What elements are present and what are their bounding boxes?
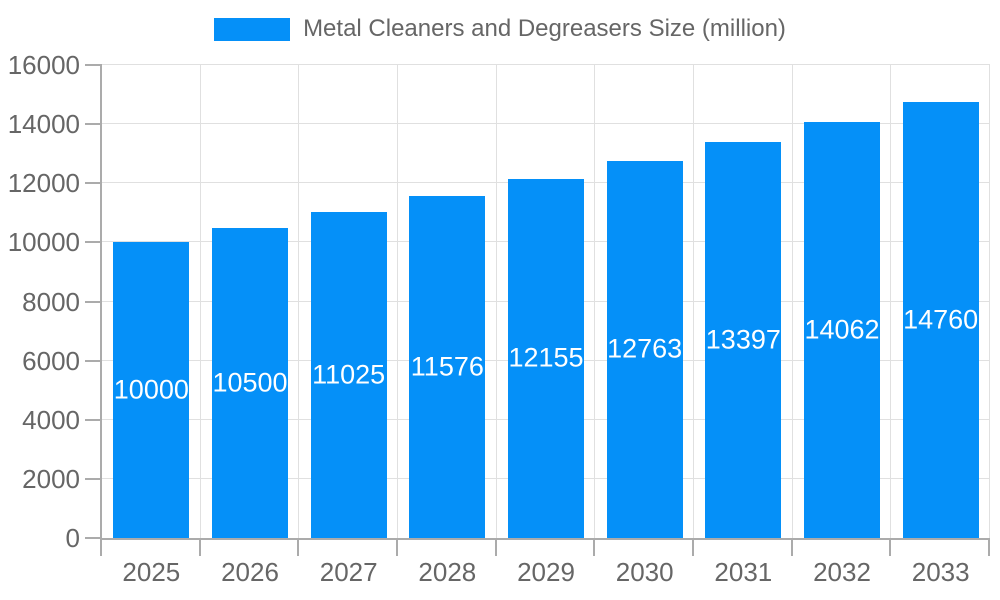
x-axis-tick bbox=[396, 540, 398, 556]
chart-legend[interactable]: Metal Cleaners and Degreasers Size (mill… bbox=[0, 15, 1000, 43]
x-gridline bbox=[298, 65, 300, 538]
y-axis-label: 12000 bbox=[7, 168, 80, 199]
x-axis-label: 2033 bbox=[911, 557, 970, 587]
bar-value-label: 11576 bbox=[410, 351, 484, 382]
bar-value-label: 14760 bbox=[903, 304, 979, 335]
x-gridline bbox=[397, 65, 398, 538]
y-axis-tick bbox=[85, 537, 102, 539]
bar-2032[interactable]: 14062 bbox=[804, 122, 880, 538]
legend-label: Metal Cleaners and Degreasers Size (mill… bbox=[303, 15, 786, 42]
y-axis-label: 6000 bbox=[22, 345, 80, 376]
x-axis-label: 2029 bbox=[517, 557, 575, 587]
x-axis-tick bbox=[593, 540, 596, 556]
x-axis-tick bbox=[100, 540, 102, 556]
bar-value-label: 10500 bbox=[212, 367, 288, 398]
bar-value-label: 14062 bbox=[804, 314, 880, 345]
bar-value-label: 11025 bbox=[312, 359, 386, 390]
x-axis-label: 2032 bbox=[813, 557, 871, 587]
y-axis-label: 14000 bbox=[7, 109, 80, 140]
legend-swatch-icon bbox=[214, 17, 291, 41]
y-gridline bbox=[102, 123, 990, 125]
y-axis-tick bbox=[85, 182, 102, 185]
x-gridline bbox=[495, 65, 497, 538]
y-axis-label: 0 bbox=[65, 523, 80, 553]
y-axis-label: 8000 bbox=[22, 286, 80, 317]
y-gridline bbox=[102, 64, 990, 65]
x-axis-tick bbox=[889, 540, 892, 556]
y-axis-label: 16000 bbox=[7, 50, 80, 80]
x-gridline bbox=[890, 65, 892, 538]
x-axis-label: 2026 bbox=[221, 557, 279, 587]
bar-2028[interactable]: 11576 bbox=[409, 195, 486, 538]
x-axis-tick bbox=[297, 540, 300, 556]
bar-2027[interactable]: 11025 bbox=[310, 212, 387, 538]
bar-2026[interactable]: 10500 bbox=[212, 227, 288, 538]
x-gridline bbox=[594, 65, 596, 538]
bar-value-label: 13397 bbox=[705, 324, 781, 355]
y-axis-tick bbox=[85, 418, 102, 421]
bar-value-label: 12763 bbox=[607, 333, 683, 364]
x-axis-label: 2027 bbox=[319, 557, 378, 587]
y-axis-tick bbox=[85, 300, 102, 303]
y-axis-label: 4000 bbox=[22, 404, 80, 435]
x-gridline bbox=[791, 65, 793, 538]
y-axis-tick bbox=[85, 477, 102, 480]
y-axis-tick bbox=[85, 64, 102, 66]
y-axis-tick bbox=[85, 123, 102, 126]
x-axis-tick bbox=[988, 540, 990, 556]
x-axis-tick bbox=[494, 540, 497, 556]
bar-2033[interactable]: 14760 bbox=[902, 101, 979, 538]
y-axis-tick bbox=[85, 241, 102, 244]
bar-2029[interactable]: 12155 bbox=[508, 178, 584, 538]
y-axis-label: 2000 bbox=[22, 463, 80, 494]
x-axis-tick bbox=[692, 540, 694, 556]
bar-value-label: 12155 bbox=[508, 342, 584, 373]
x-axis-tick bbox=[198, 540, 201, 556]
x-axis-tick bbox=[790, 540, 793, 556]
y-axis-tick bbox=[85, 359, 102, 362]
x-gridline bbox=[199, 65, 201, 538]
x-axis-label: 2031 bbox=[714, 557, 773, 587]
x-gridline bbox=[989, 65, 990, 538]
plot-area: 10000 10500 11025 11576 12155 12763 13397 14062… bbox=[100, 64, 990, 540]
bar-value-label: 10000 bbox=[113, 374, 189, 405]
x-axis-label: 2028 bbox=[418, 557, 477, 587]
x-axis-label: 2025 bbox=[122, 557, 181, 587]
x-gridline bbox=[693, 65, 694, 538]
bar-2031[interactable]: 13397 bbox=[705, 141, 782, 538]
x-axis-label: 2030 bbox=[615, 557, 674, 587]
bar-2025[interactable]: 10000 bbox=[113, 242, 190, 538]
bar-2030[interactable]: 12763 bbox=[606, 160, 683, 538]
y-axis-label: 10000 bbox=[7, 227, 80, 258]
